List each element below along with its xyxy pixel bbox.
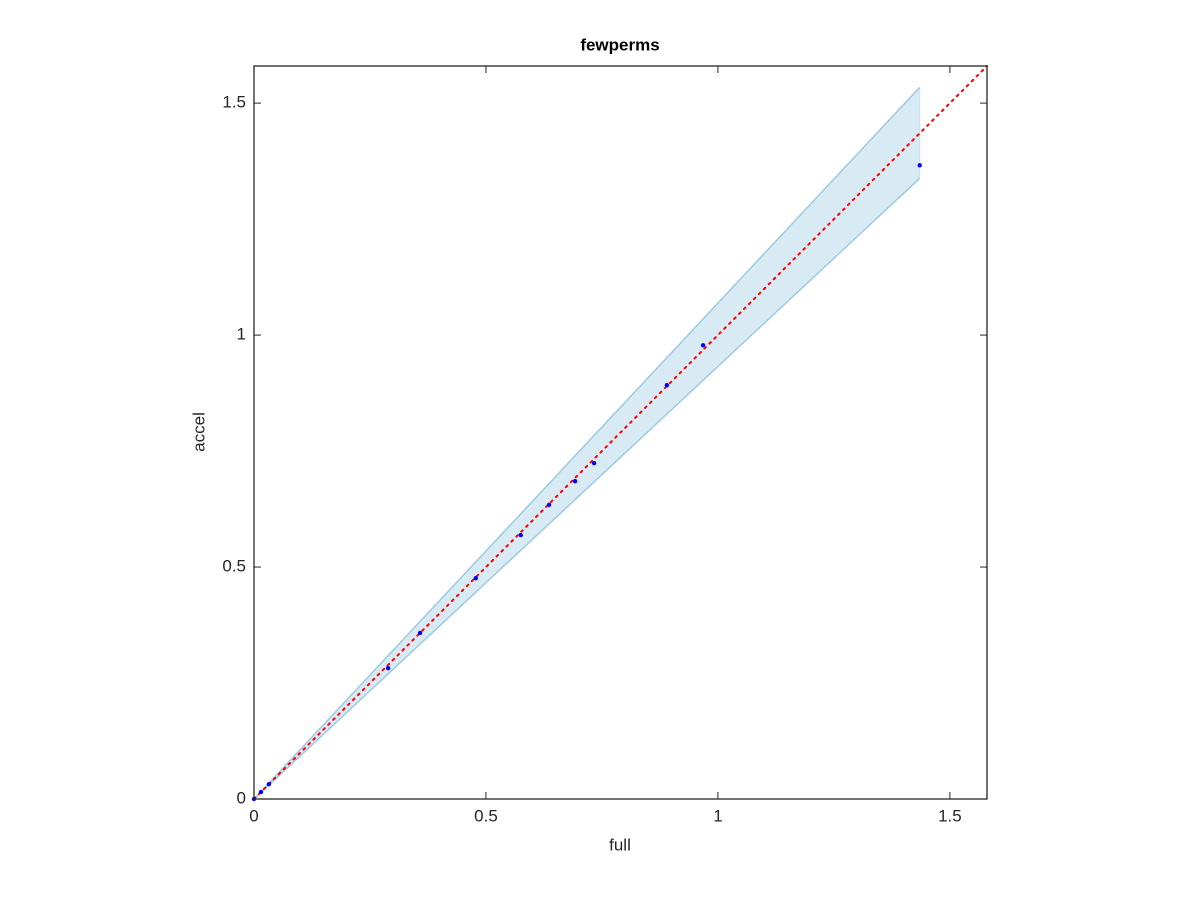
x-tick-label: 1	[713, 806, 722, 825]
y-tick-label: 1	[237, 325, 246, 344]
point	[473, 575, 478, 581]
axes-box	[253, 65, 988, 800]
y-axis-label: accel	[189, 412, 208, 452]
point	[917, 163, 922, 168]
y-tick-label: 0.5	[222, 557, 246, 576]
point	[591, 460, 597, 466]
x-tick-label: 1.5	[938, 806, 962, 825]
point	[664, 382, 670, 388]
y-tick-label: 0	[237, 788, 246, 807]
point	[546, 502, 552, 508]
x-tick-label: 0.5	[474, 806, 498, 825]
point	[417, 630, 423, 636]
reference-line	[253, 65, 988, 800]
x-tick-label: 0	[249, 806, 258, 825]
point	[258, 789, 264, 795]
x-axis-label: full	[609, 835, 631, 854]
point	[572, 479, 578, 484]
band-lower	[253, 177, 921, 800]
point	[385, 665, 391, 671]
point	[266, 781, 272, 787]
chart-title: fewperms	[580, 35, 659, 54]
point	[700, 343, 706, 348]
y-tick-label: 1.5	[222, 93, 246, 112]
band-upper	[253, 86, 921, 800]
point	[518, 532, 523, 538]
